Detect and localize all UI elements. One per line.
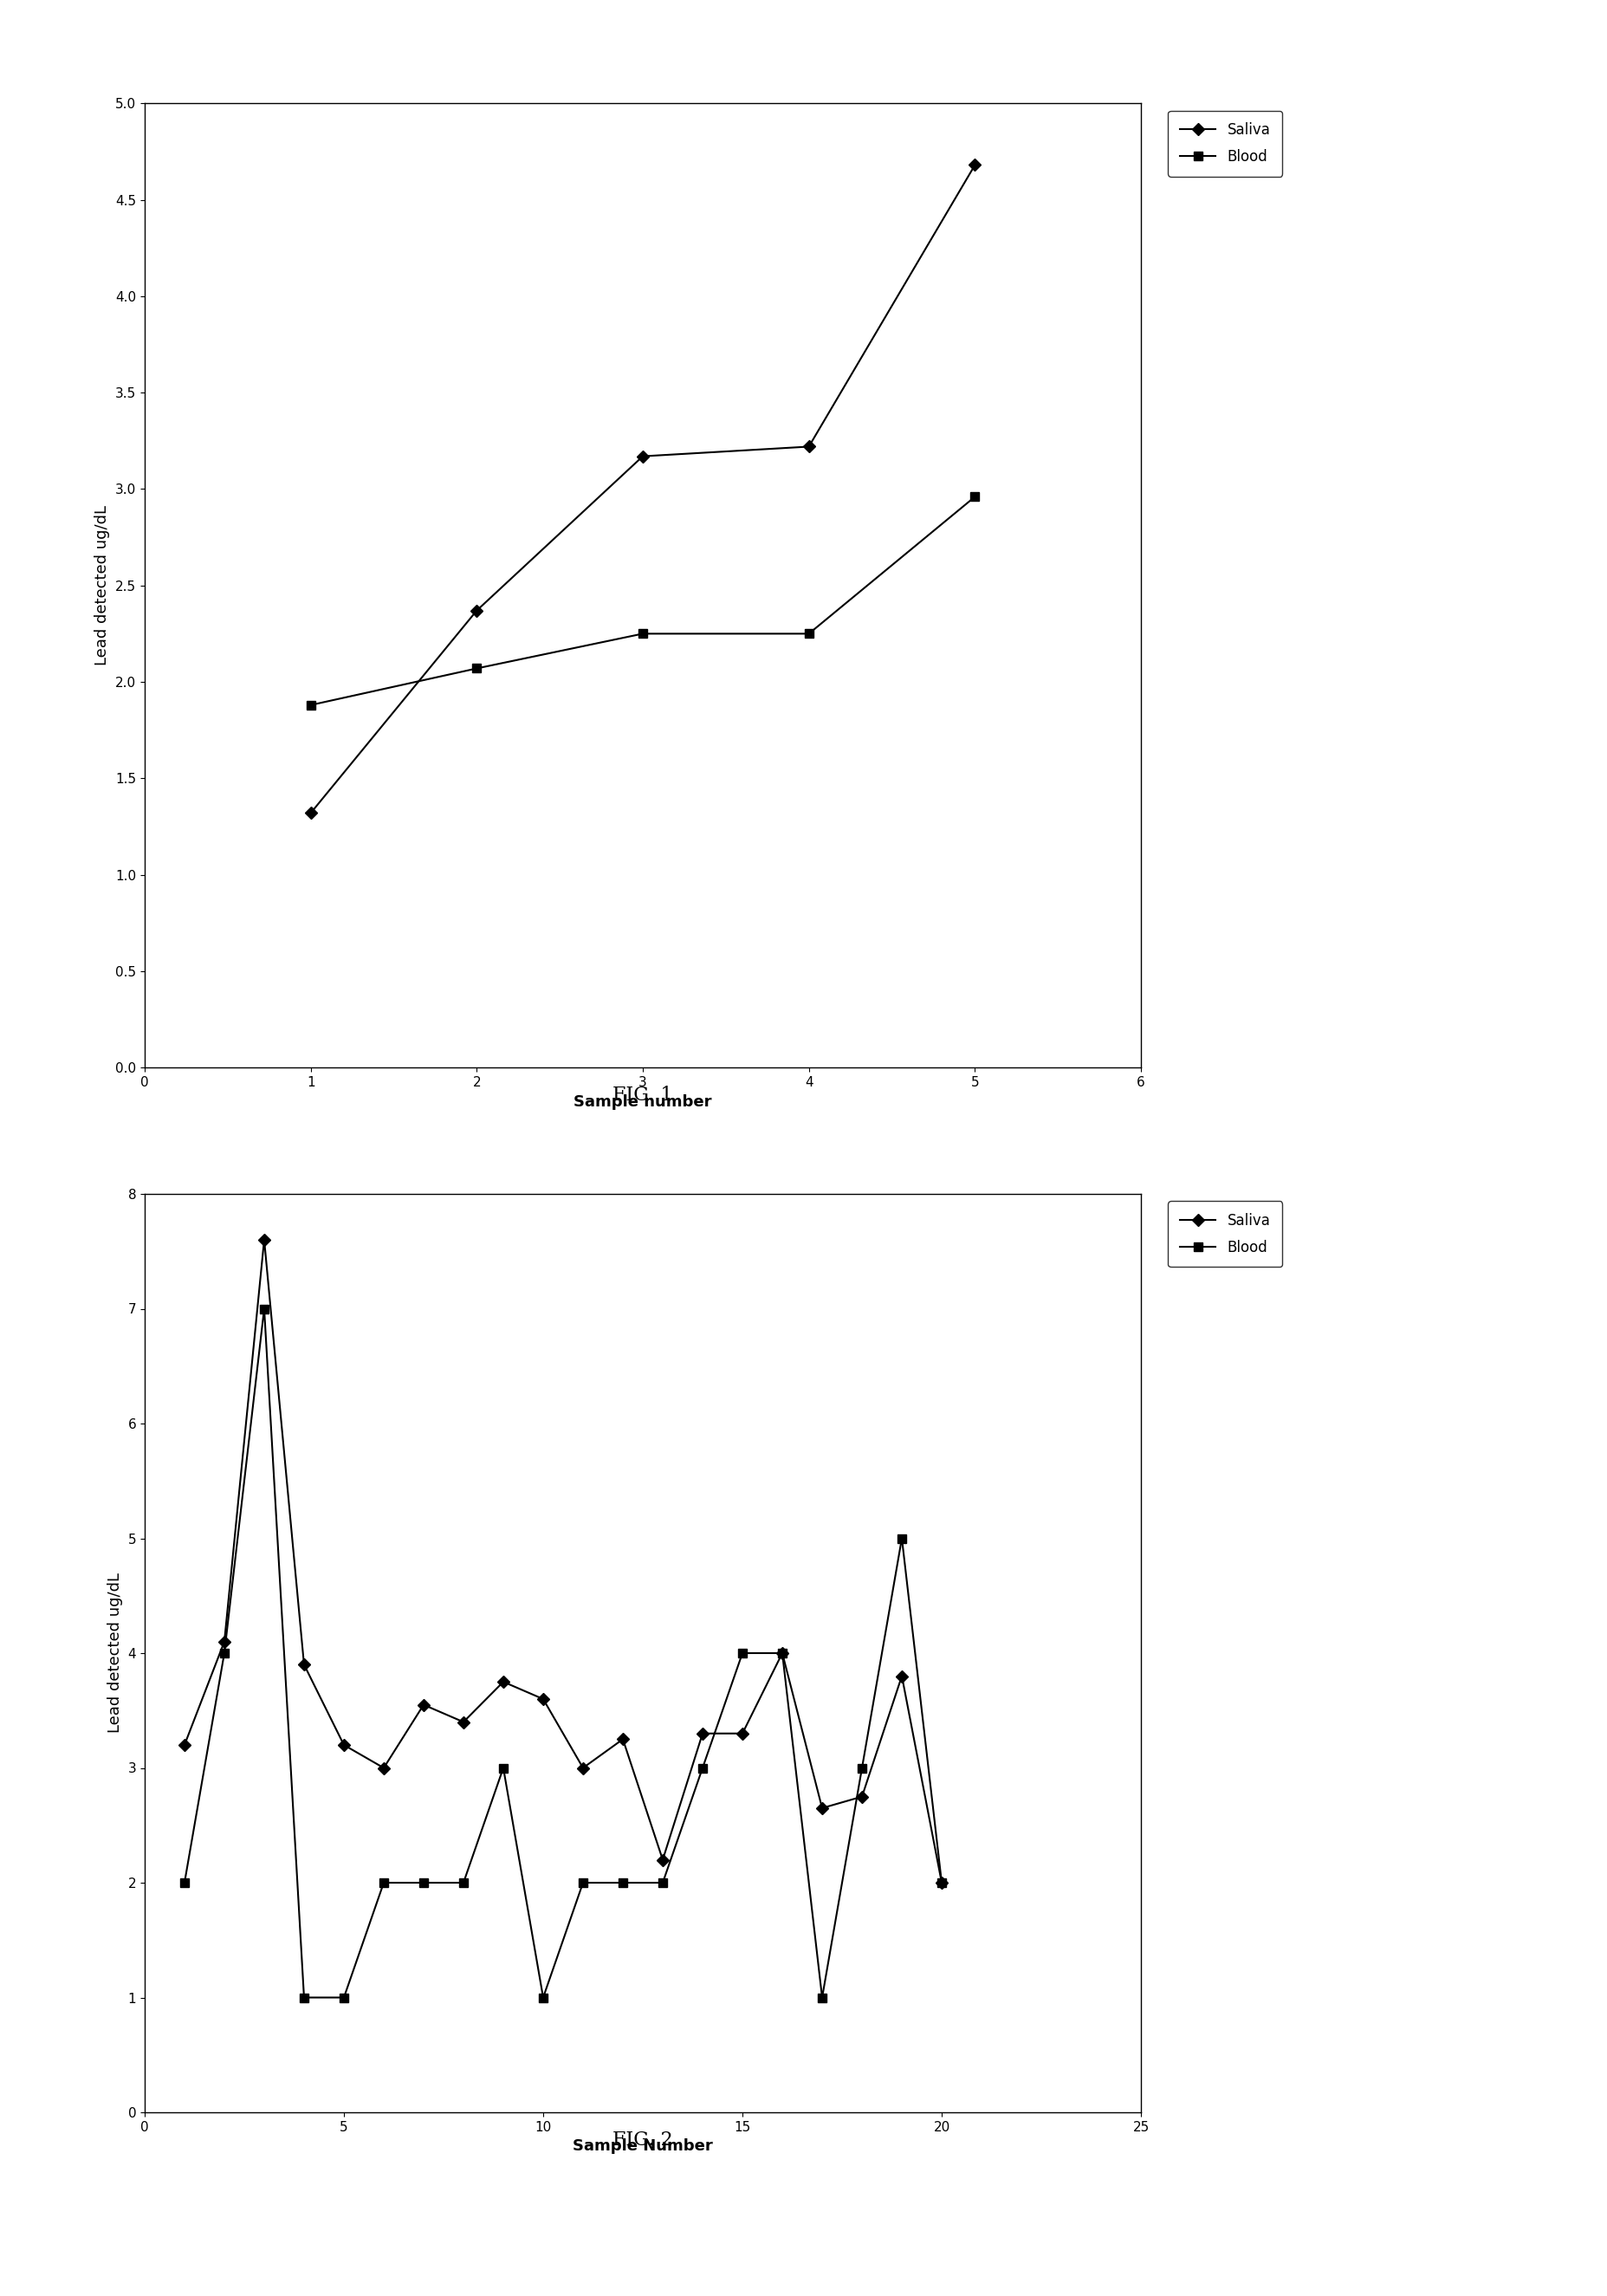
Text: FIG. 2: FIG. 2 — [612, 2131, 673, 2149]
Line: Saliva: Saliva — [307, 161, 979, 817]
Saliva — [652, 1846, 672, 1874]
Saliva — [415, 1690, 434, 1717]
Blood — [374, 1869, 394, 1896]
Blood — [932, 1869, 951, 1896]
Blood — [614, 1869, 633, 1896]
Line: Blood: Blood — [180, 1304, 947, 2002]
Saliva — [966, 152, 985, 179]
Blood — [254, 1295, 273, 1322]
X-axis label: Sample Number: Sample Number — [572, 2138, 714, 2154]
Saliva — [693, 1720, 712, 1747]
Blood — [534, 1984, 553, 2011]
Saliva — [932, 1869, 951, 1896]
Blood — [813, 1984, 832, 2011]
Y-axis label: Lead detected ug/dL: Lead detected ug/dL — [95, 505, 111, 666]
Saliva — [892, 1662, 911, 1690]
Blood — [574, 1869, 593, 1896]
Blood — [633, 620, 652, 647]
Blood — [799, 620, 818, 647]
Blood — [493, 1754, 513, 1782]
Saliva — [301, 799, 320, 827]
Saliva — [773, 1639, 792, 1667]
Saliva — [852, 1782, 871, 1809]
Blood — [966, 482, 985, 510]
Saliva — [254, 1226, 273, 1254]
Saliva — [294, 1651, 313, 1678]
Y-axis label: Lead detected ug/dL: Lead detected ug/dL — [108, 1573, 124, 1733]
Blood — [453, 1869, 472, 1896]
Line: Saliva: Saliva — [180, 1235, 947, 1887]
Saliva — [453, 1708, 472, 1736]
Saliva — [468, 597, 487, 625]
Saliva — [813, 1795, 832, 1823]
Saliva — [215, 1628, 235, 1655]
Blood — [773, 1639, 792, 1667]
Saliva — [334, 1731, 354, 1759]
Saliva — [799, 434, 818, 461]
Saliva — [493, 1667, 513, 1694]
Legend: Saliva, Blood: Saliva, Blood — [1168, 1201, 1282, 1267]
Legend: Saliva, Blood: Saliva, Blood — [1168, 110, 1282, 177]
Saliva — [175, 1731, 194, 1759]
Blood — [175, 1869, 194, 1896]
Saliva — [633, 443, 652, 471]
Blood — [415, 1869, 434, 1896]
Text: FIG. 1: FIG. 1 — [612, 1086, 673, 1104]
Blood — [468, 654, 487, 682]
Blood — [733, 1639, 752, 1667]
Blood — [301, 691, 320, 719]
Blood — [693, 1754, 712, 1782]
Blood — [334, 1984, 354, 2011]
Saliva — [614, 1727, 633, 1754]
Blood — [215, 1639, 235, 1667]
Saliva — [733, 1720, 752, 1747]
Line: Blood: Blood — [307, 494, 979, 709]
Saliva — [534, 1685, 553, 1713]
Saliva — [374, 1754, 394, 1782]
X-axis label: Sample number: Sample number — [574, 1093, 712, 1109]
Blood — [852, 1754, 871, 1782]
Saliva — [574, 1754, 593, 1782]
Blood — [892, 1525, 911, 1552]
Blood — [294, 1984, 313, 2011]
Blood — [652, 1869, 672, 1896]
